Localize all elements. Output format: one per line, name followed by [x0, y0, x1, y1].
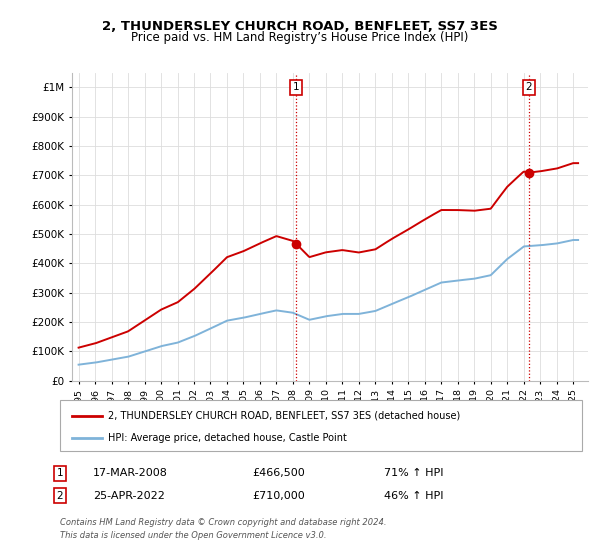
Text: 2, THUNDERSLEY CHURCH ROAD, BENFLEET, SS7 3ES: 2, THUNDERSLEY CHURCH ROAD, BENFLEET, SS…	[102, 20, 498, 32]
Text: 1: 1	[293, 82, 299, 92]
Text: 25-APR-2022: 25-APR-2022	[93, 491, 165, 501]
Text: Price paid vs. HM Land Registry’s House Price Index (HPI): Price paid vs. HM Land Registry’s House …	[131, 31, 469, 44]
Text: 46% ↑ HPI: 46% ↑ HPI	[384, 491, 443, 501]
Text: 1: 1	[56, 468, 64, 478]
Text: 2: 2	[56, 491, 64, 501]
Text: £466,500: £466,500	[252, 468, 305, 478]
Text: £710,000: £710,000	[252, 491, 305, 501]
Text: HPI: Average price, detached house, Castle Point: HPI: Average price, detached house, Cast…	[108, 433, 347, 443]
Text: 2, THUNDERSLEY CHURCH ROAD, BENFLEET, SS7 3ES (detached house): 2, THUNDERSLEY CHURCH ROAD, BENFLEET, SS…	[108, 410, 460, 421]
Text: 71% ↑ HPI: 71% ↑ HPI	[384, 468, 443, 478]
Text: 17-MAR-2008: 17-MAR-2008	[93, 468, 168, 478]
Text: Contains HM Land Registry data © Crown copyright and database right 2024.
This d: Contains HM Land Registry data © Crown c…	[60, 519, 386, 540]
Text: 2: 2	[526, 82, 532, 92]
